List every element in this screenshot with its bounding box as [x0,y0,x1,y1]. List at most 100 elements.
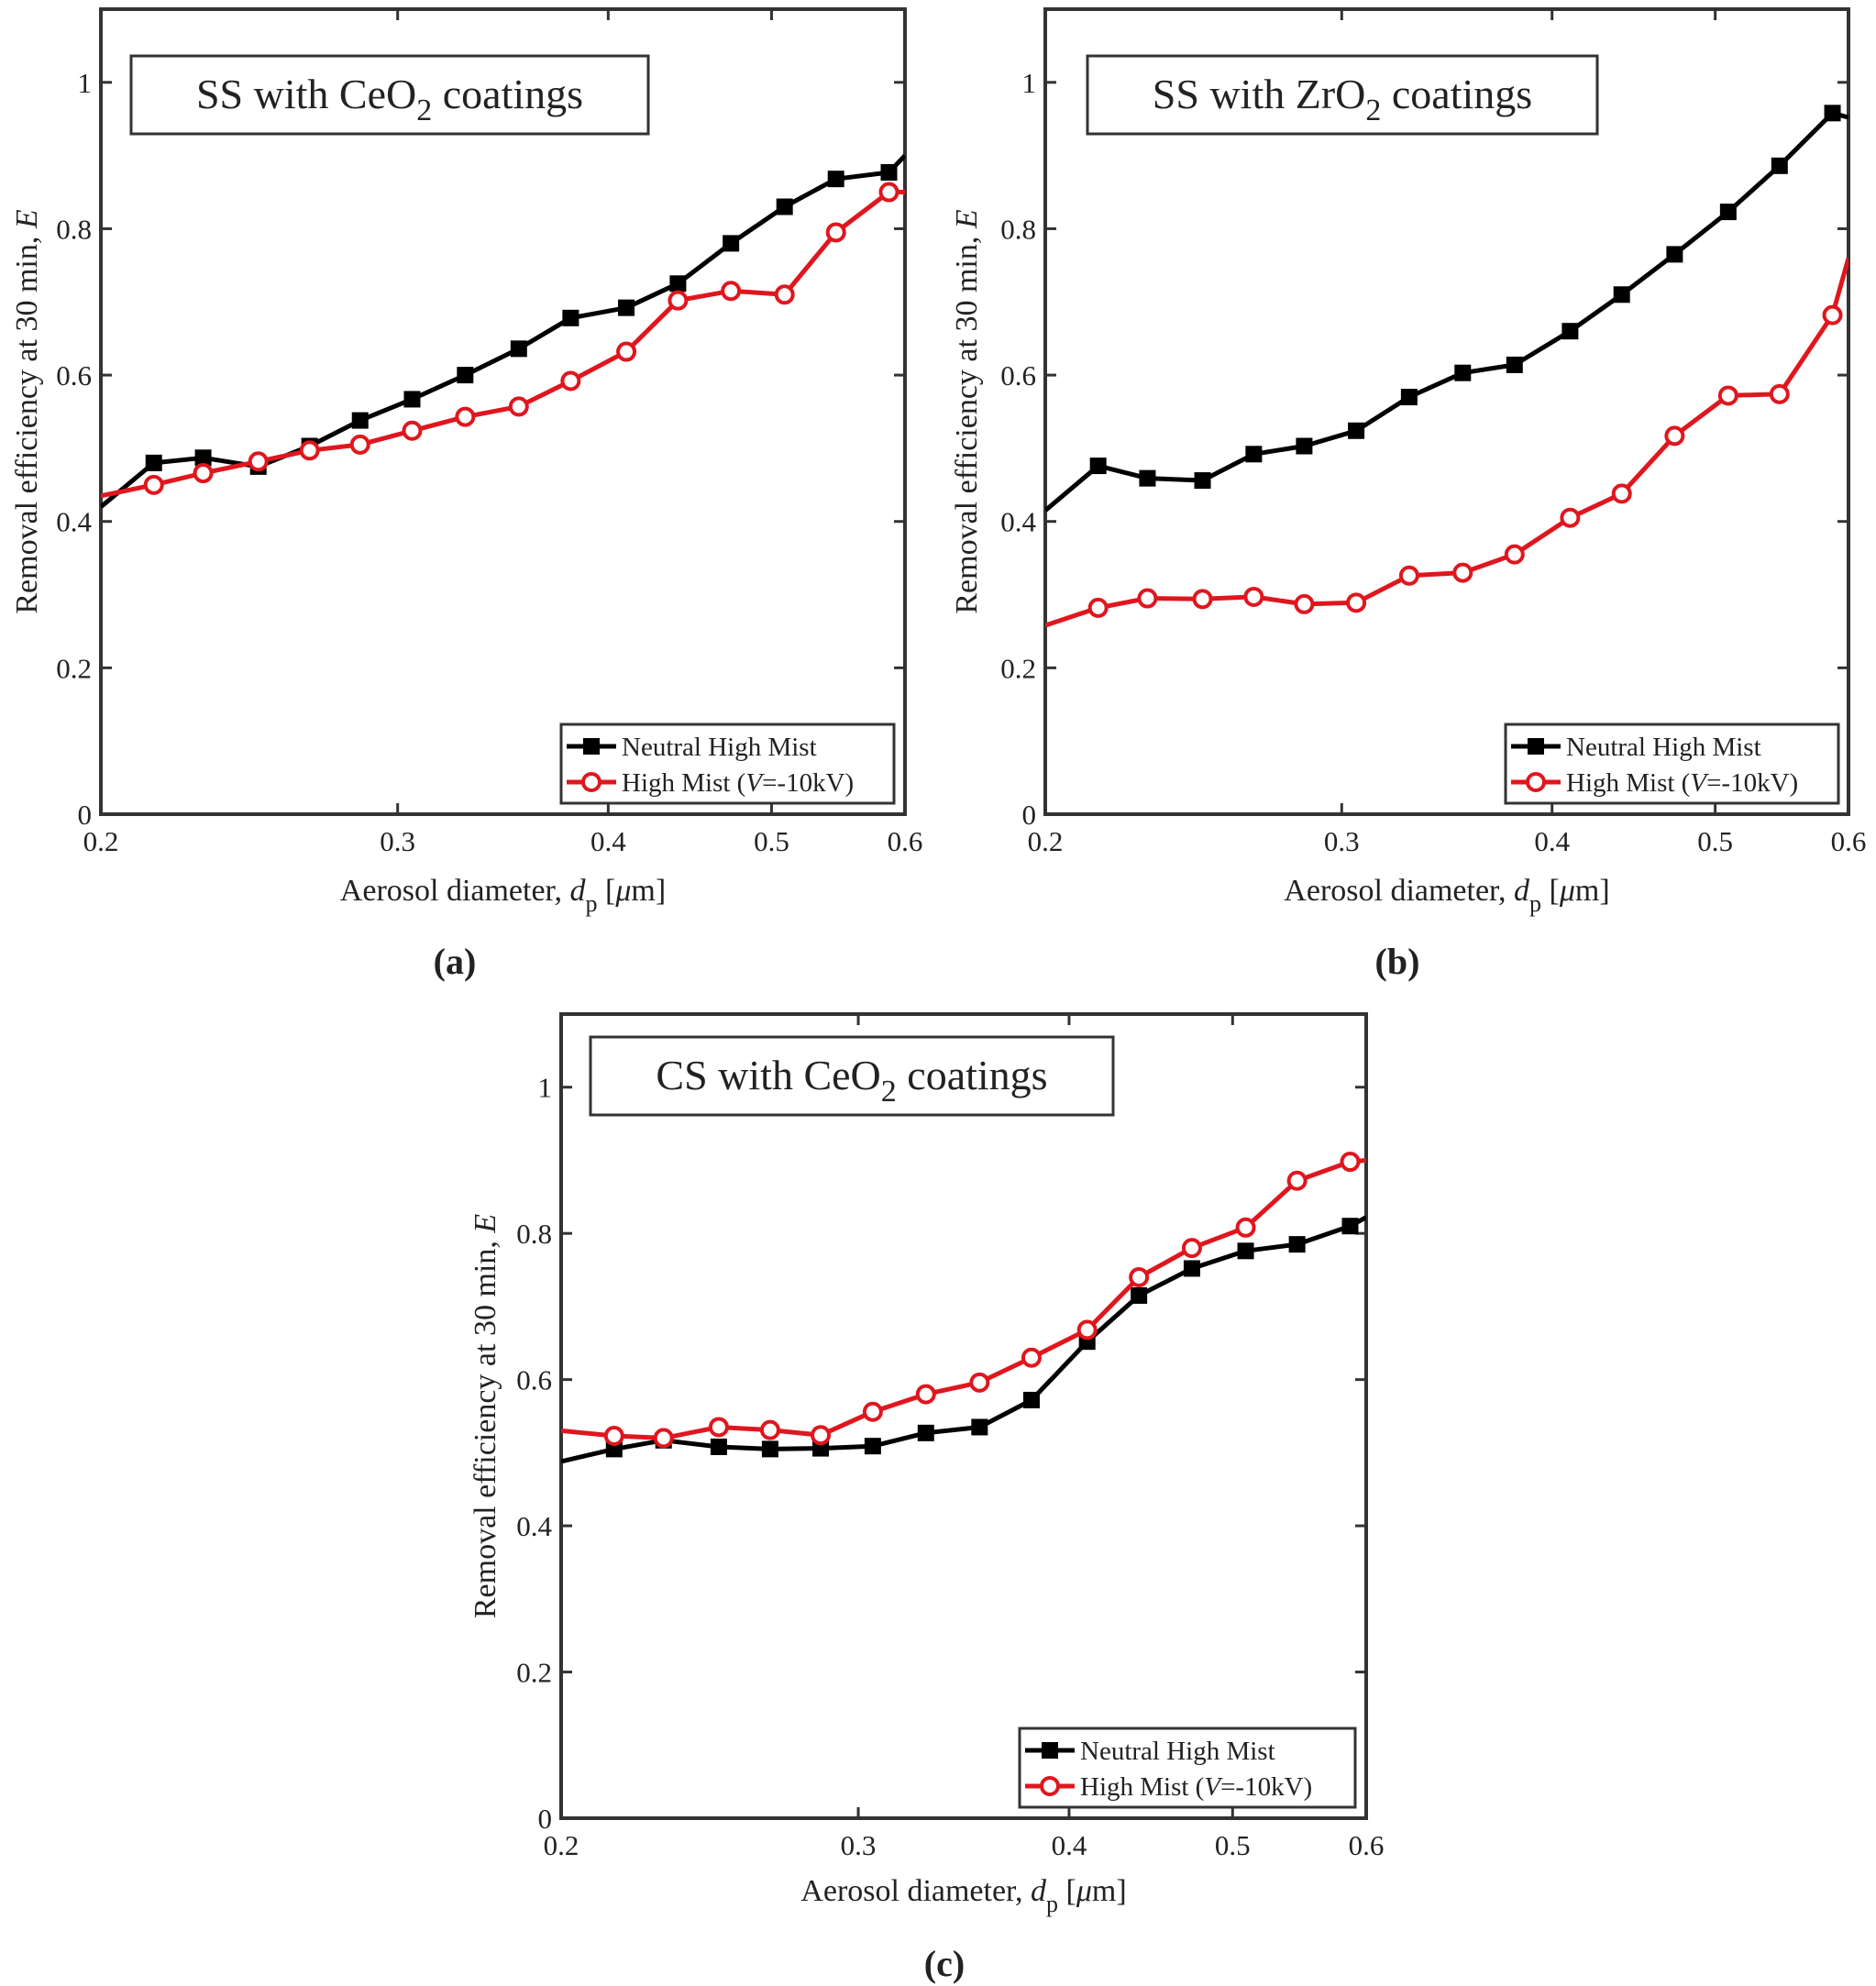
legend-entry-label: Neutral High Mist [1566,733,1761,762]
legend-swatch-marker [1040,1776,1060,1796]
data-point-charged [1286,1170,1308,1191]
data-point-neutral [1183,1260,1200,1277]
x-tick-label: 0.5 [1215,1829,1251,1861]
y-tick-label: 1 [1022,67,1037,99]
y-tick-label: 0.2 [56,652,92,684]
data-point-neutral [864,1438,881,1455]
data-point-charged [508,396,529,417]
data-point-charged [1087,597,1109,618]
x-tick-label: 0.6 [1831,825,1867,857]
data-point-charged [653,1428,674,1449]
data-point-neutral [1400,389,1418,406]
x-axis-label: Aerosol diameter, dp [μm] [800,1874,1126,1917]
data-point-charged [708,1417,729,1438]
data-point-charged [1664,425,1685,447]
data-point-charged [603,1426,624,1447]
y-tick-label: 0 [538,1803,553,1835]
data-point-charged [1243,586,1264,607]
x-tick-label: 0.4 [590,825,626,857]
data-point-neutral [1506,356,1523,373]
legend-box [1018,1727,1357,1809]
data-point-neutral [1348,422,1365,439]
y-tick-label: 1 [538,1072,553,1104]
data-point-neutral [1296,437,1313,455]
x-tick-label: 0.3 [1324,825,1360,857]
y-tick-label: 0 [1022,799,1037,831]
data-point-neutral [971,1418,988,1436]
data-point-charged [616,341,637,362]
y-tick-label: 0.2 [1000,652,1036,684]
data-point-neutral [1022,1391,1040,1408]
x-tick-label: 0.2 [83,825,119,857]
data-point-charged [862,1401,883,1422]
data-point-charged [349,434,370,455]
data-point-neutral [1194,472,1211,490]
x-axis-label: Aerosol diameter, dp [μm] [340,874,666,917]
data-point-charged [668,290,689,311]
y-tick-label: 0.4 [56,506,92,538]
data-point-neutral [827,171,844,188]
series-group [561,1152,1366,1464]
series-group [101,153,905,509]
x-tick-label: 0.5 [754,825,789,857]
data-point-neutral [618,299,635,316]
x-tick-label: 0.4 [1052,1829,1087,1861]
data-point-charged [1504,544,1525,565]
data-point-neutral [917,1424,934,1441]
data-point-charged [1076,1319,1098,1341]
data-point-charged [969,1372,990,1393]
data-point-neutral [776,198,793,215]
plot-frame [99,7,907,816]
x-axis-label: Aerosol diameter, dp [μm] [1284,874,1609,917]
data-point-charged [721,281,742,302]
data-point-charged [299,440,320,461]
panel-label: (b) [1375,941,1420,982]
data-point-charged [759,1419,780,1440]
x-tick-label: 0.3 [380,825,415,857]
data-point-charged [1611,483,1632,504]
data-point-charged [1021,1347,1042,1368]
panel-label: (a) [434,941,477,982]
data-point-charged [193,463,214,484]
y-tick-label: 0.6 [56,359,92,392]
data-point-neutral [403,391,421,408]
title-box [589,1035,1115,1117]
legend-entry-label: Neutral High Mist [1080,1737,1275,1766]
legend-entry-label: Neutral High Mist [622,733,817,762]
data-point-neutral [1454,364,1472,381]
series-group [1045,105,1848,628]
legend-swatch-marker [581,772,601,792]
data-point-charged [1398,565,1419,586]
data-point-charged [1340,1152,1361,1173]
chart-title: SS with ZrO2 coatings [1153,71,1532,127]
data-point-charged [915,1384,936,1405]
data-point-charged [143,474,164,495]
legend-swatch-marker [583,738,600,755]
data-point-neutral [1613,286,1630,303]
legend-entry-label: High Mist (V=-10kV) [622,768,854,798]
data-point-neutral [1719,204,1737,221]
data-point-neutral [457,367,474,384]
data-point-charged [1137,588,1158,609]
data-point-charged [1346,592,1367,613]
data-point-charged [1129,1267,1150,1288]
plot-frame [1043,7,1850,816]
data-point-neutral [1288,1236,1306,1253]
legend-box [559,723,896,805]
data-point-neutral [194,449,212,467]
y-tick-label: 0.8 [516,1218,552,1250]
data-point-neutral [1131,1286,1148,1304]
panel-label: (c) [924,1943,965,1984]
y-tick-label: 0.8 [1000,213,1036,245]
legend-entry-label: High Mist (V=-10kV) [1566,768,1798,798]
data-point-neutral [761,1440,778,1458]
y-axis-label: Removal efficiency at 30 min, E [10,209,44,613]
data-point-charged [248,451,269,472]
data-point-neutral [1089,458,1107,475]
x-tick-label: 0.4 [1534,825,1570,857]
data-point-charged [1452,562,1473,583]
